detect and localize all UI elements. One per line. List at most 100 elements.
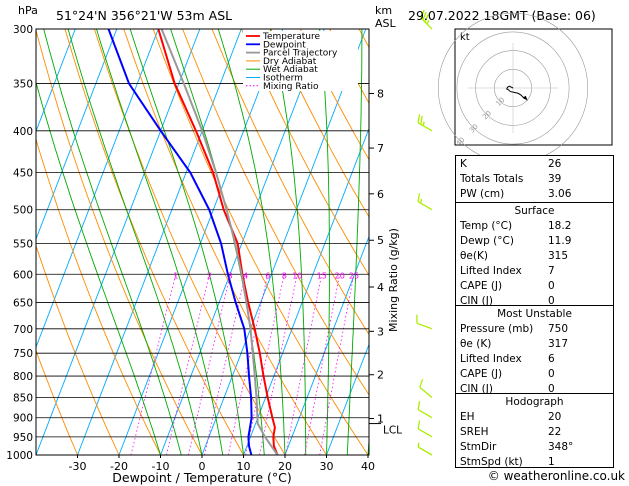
wind-barb-flag — [417, 401, 421, 410]
hodo-row: StmSpd (kt) 1 — [460, 456, 555, 468]
x-tick-label: 10 — [237, 460, 251, 473]
wind-barb-half — [417, 442, 420, 448]
wind-barb-flag — [422, 11, 427, 21]
hodograph-ring-label: 10 — [494, 96, 506, 108]
x-tick-label: 20 — [278, 460, 292, 473]
wind-barb — [417, 114, 433, 132]
pressure-tick-labels: 300 350 400 450 500 550 600 650 700 750 800 850 900 9… — [6, 24, 33, 462]
surface-row: CAPE (J) 0 — [460, 280, 555, 292]
surface-row: Dewp (°C) 11.9 — [460, 235, 572, 247]
x-tick-label: -20 — [110, 460, 128, 473]
index-label: PW (cm) — [460, 188, 505, 200]
mixing-ratio-label: 1 — [173, 271, 178, 280]
legend-entry: Wet Adiabat — [263, 65, 318, 75]
pressure-tick-label: 550 — [13, 238, 33, 250]
km-axis: 8 7 6 5 4 3 2 1 — [368, 29, 384, 455]
wind-barb-staff — [417, 428, 433, 438]
surface-row: Temp (°C) 18.2 — [460, 220, 572, 232]
mu-row: CAPE (J) 0 — [460, 368, 555, 380]
wind-barb — [417, 442, 433, 456]
mixing-ratio-label: 8 — [282, 271, 287, 280]
wet-adiabat-line — [319, 29, 330, 455]
km-tick-label: 5 — [377, 234, 384, 247]
series-parcel-trajectory — [160, 29, 279, 455]
wind-barb-flag — [417, 114, 421, 123]
km-tick-label: 4 — [377, 281, 384, 294]
temperature-tick-labels: -30 -20 -10 0 10 20 30 40 — [69, 455, 375, 473]
pressure-tick-label: 850 — [13, 392, 33, 404]
isotherm-line — [326, 343, 369, 455]
hodograph-kt-label: kt — [460, 32, 470, 43]
wind-barb-flag — [419, 378, 424, 388]
hodograph-arrowhead — [522, 95, 528, 101]
surface-row: θe(K) 315 — [460, 250, 569, 262]
wind-barb-staff — [419, 386, 433, 398]
wind-barb-flag — [424, 13, 430, 23]
legend-entry: Mixing Ratio — [263, 82, 319, 92]
hodograph-table-box: Hodograph EH 20 SREH 22 StmDir 348° StmSpd … — [455, 393, 614, 468]
mu-row: Lifted Index 6 — [460, 353, 555, 365]
pressure-tick-label: 450 — [13, 167, 33, 179]
mixing-ratio-line — [188, 274, 231, 455]
wind-barb-half — [420, 198, 423, 204]
x-axis-label: Dewpoint / Temperature (°C) — [112, 470, 291, 485]
footer-credit[interactable]: © weatheronline.co.uk — [487, 469, 625, 483]
series-temperature — [157, 29, 279, 455]
wind-barb-half — [422, 121, 425, 126]
hpa-label: hPa — [18, 4, 38, 17]
wind-barb-half — [426, 19, 430, 25]
hodograph-table-title: Hodograph — [505, 396, 564, 408]
hodograph-trace — [506, 85, 526, 100]
mixing-ratio-label: 20 — [335, 271, 345, 280]
wind-barb-staff — [417, 446, 433, 456]
index-row-k: K 26 — [460, 157, 609, 172]
mixing-ratio-label: 25 — [349, 271, 359, 280]
pressure-tick-label: 800 — [13, 371, 33, 383]
isotherm-line — [160, 29, 325, 455]
wind-barb — [420, 9, 433, 30]
most-unstable-title: Most Unstable — [497, 308, 572, 320]
surface-row: Lifted Index 7 — [460, 265, 555, 277]
km-tick-label: 2 — [377, 369, 384, 382]
mixing-ratio-label: 6 — [265, 271, 270, 280]
km-tick-label: 3 — [377, 325, 384, 338]
km-tick-label: 8 — [377, 88, 384, 101]
mixing-ratio-lines — [130, 274, 355, 455]
series-dewpoint — [107, 29, 253, 455]
km-tick-label: 1 — [377, 413, 384, 426]
hodograph-ring — [456, 31, 570, 145]
wind-barb-flag — [417, 420, 421, 429]
mixing-ratio-labels: 1 2 3 4 6 8 10 15 20 25 — [173, 271, 359, 280]
pressure-tick-label: 1000 — [6, 450, 33, 462]
mixing-ratio-line — [130, 274, 177, 455]
pressure-tick-label: 300 — [13, 24, 33, 36]
index-value: 39 — [548, 173, 562, 185]
pressure-tick-label: 400 — [13, 126, 33, 138]
hodo-row: StmDir 348° — [460, 441, 574, 453]
mixing-ratio-label: 2 — [207, 271, 212, 280]
km-tick-label: 6 — [377, 188, 384, 201]
index-label: K — [460, 158, 467, 170]
legend-entry: Isotherm — [263, 74, 303, 84]
mu-row: CIN (J) 0 — [460, 383, 555, 395]
x-tick-label: -30 — [69, 460, 87, 473]
pressure-tick-label: 950 — [13, 432, 33, 444]
isotherm-line — [77, 29, 242, 455]
hodograph-ring-label: 30 — [468, 123, 480, 135]
pressure-tick-label: 350 — [13, 79, 33, 91]
hodo-row: SREH 22 — [460, 426, 562, 438]
legend-entry: Dewpoint — [263, 40, 306, 50]
legend-entry: Parcel Trajectory — [263, 49, 338, 59]
surface-box: Surface Temp (°C) 18.2 Dewp (°C) 11.9 θe(K… — [455, 202, 614, 307]
mixing-ratio-label: 10 — [292, 271, 302, 280]
sounding-series — [107, 29, 279, 455]
mu-row: θe (K) 317 — [460, 338, 569, 350]
isotherm-line — [284, 235, 369, 455]
isotherm-line — [36, 29, 201, 455]
isotherm-line — [36, 29, 159, 349]
dry-adiabat-line — [123, 29, 327, 455]
km-tick-label: 7 — [377, 142, 384, 155]
index-label: Totals Totals — [460, 173, 524, 185]
